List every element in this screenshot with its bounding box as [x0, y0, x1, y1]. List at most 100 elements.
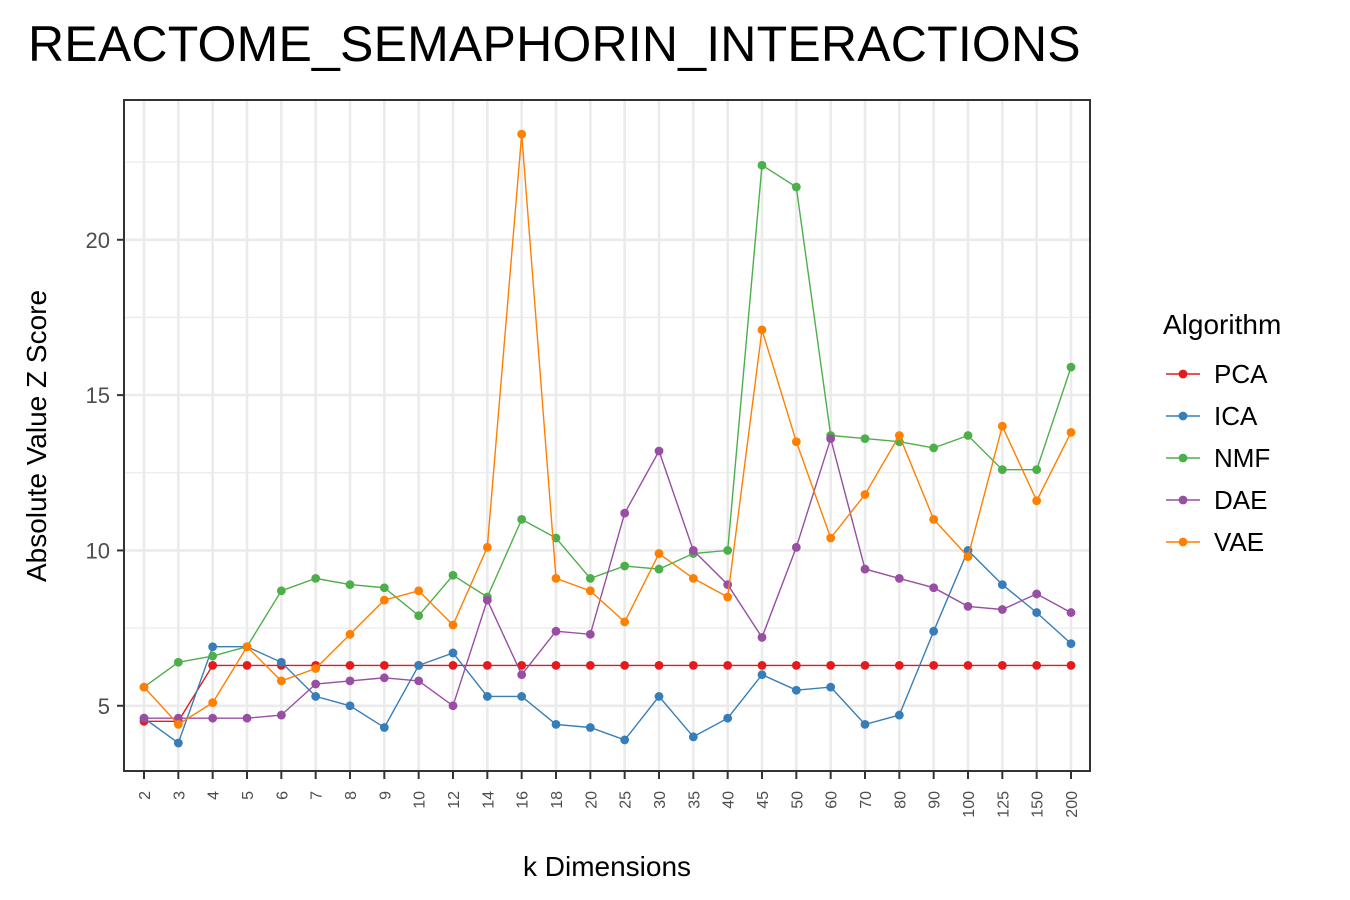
data-point — [379, 660, 389, 670]
data-point — [379, 595, 389, 605]
x-tick-label: 5 — [240, 791, 257, 800]
data-point — [242, 642, 252, 652]
data-point — [894, 431, 904, 440]
y-tick-label: 5 — [98, 694, 110, 719]
data-point — [276, 710, 286, 720]
y-tick-label: 10 — [86, 538, 110, 563]
legend-key-point — [1178, 453, 1188, 463]
legend-label: NMF — [1214, 443, 1270, 473]
x-tick-label: 100 — [961, 791, 978, 818]
data-point — [997, 605, 1007, 614]
data-point — [620, 617, 630, 627]
x-tick-label: 14 — [480, 791, 497, 809]
data-point — [379, 583, 389, 593]
series-vae — [139, 129, 1076, 729]
data-point — [1032, 496, 1042, 506]
data-point — [757, 660, 767, 670]
data-point — [688, 660, 698, 670]
data-point — [1032, 465, 1042, 475]
data-point — [860, 720, 870, 729]
data-point — [551, 573, 561, 583]
data-point — [860, 434, 870, 444]
data-point — [173, 657, 183, 667]
data-point — [860, 490, 870, 499]
data-point — [414, 676, 424, 686]
data-point — [242, 713, 252, 723]
data-point — [929, 443, 939, 453]
series-line-dae — [144, 436, 1072, 719]
data-point — [173, 713, 183, 723]
legend-item-nmf: NMF — [1166, 443, 1270, 473]
data-point — [963, 660, 973, 670]
data-point — [894, 710, 904, 720]
data-point — [654, 692, 664, 701]
x-tick-label: 8 — [343, 791, 360, 800]
data-point — [723, 660, 733, 670]
x-tick-label: 200 — [1064, 791, 1081, 818]
data-point — [208, 698, 218, 708]
legend-item-dae: DAE — [1166, 485, 1267, 515]
data-point — [929, 514, 939, 524]
data-point — [517, 692, 527, 701]
data-point — [929, 626, 939, 636]
data-point — [311, 692, 321, 701]
data-point — [517, 129, 527, 139]
data-point — [860, 564, 870, 574]
x-tick-label: 25 — [618, 791, 635, 809]
data-point — [791, 182, 801, 192]
data-point — [826, 660, 836, 670]
x-tick-label: 6 — [274, 791, 291, 800]
data-point — [311, 573, 321, 583]
x-tick-label: 16 — [515, 791, 532, 809]
data-point — [894, 660, 904, 670]
chart-title: REACTOME_SEMAPHORIN_INTERACTIONS — [28, 16, 1081, 72]
data-point — [139, 713, 149, 723]
data-point — [208, 660, 218, 670]
data-point — [482, 542, 492, 552]
data-point — [585, 586, 595, 596]
data-point — [276, 676, 286, 686]
data-point — [757, 633, 767, 642]
data-point — [448, 570, 458, 580]
data-point — [517, 670, 527, 680]
data-point — [860, 660, 870, 670]
data-point — [757, 160, 767, 170]
x-tick-label: 80 — [892, 791, 909, 809]
legend-title: Algorithm — [1163, 309, 1281, 340]
series-line-nmf — [143, 163, 1072, 688]
data-point — [757, 325, 767, 335]
data-point — [791, 437, 801, 447]
data-point — [448, 660, 458, 670]
data-point — [208, 651, 218, 661]
data-point — [826, 434, 836, 444]
legend-key-point — [1178, 369, 1188, 379]
data-point — [1066, 639, 1076, 649]
legend-item-ica: ICA — [1166, 401, 1258, 431]
data-point — [620, 561, 630, 571]
data-point — [517, 514, 527, 524]
y-axis-title: Absolute Value Z Score — [21, 290, 52, 582]
x-tick-label: 45 — [755, 791, 772, 809]
data-point — [723, 592, 733, 602]
data-point — [620, 735, 630, 745]
x-tick-label: 90 — [927, 791, 944, 809]
data-point — [208, 642, 218, 652]
data-point — [826, 533, 836, 543]
data-point — [173, 738, 183, 748]
data-point — [757, 670, 767, 680]
data-point — [482, 692, 492, 701]
data-point — [585, 573, 595, 583]
series-ica — [139, 546, 1076, 748]
series-line-vae — [143, 134, 1072, 726]
data-point — [551, 533, 561, 543]
data-point — [1066, 362, 1076, 372]
data-point — [997, 465, 1007, 475]
data-point — [620, 660, 630, 670]
grid-lines — [124, 100, 1090, 771]
data-point — [551, 660, 561, 670]
x-tick-label: 12 — [446, 791, 463, 809]
data-point — [379, 673, 389, 683]
data-point — [345, 580, 355, 590]
x-tick-label: 2 — [137, 791, 154, 800]
